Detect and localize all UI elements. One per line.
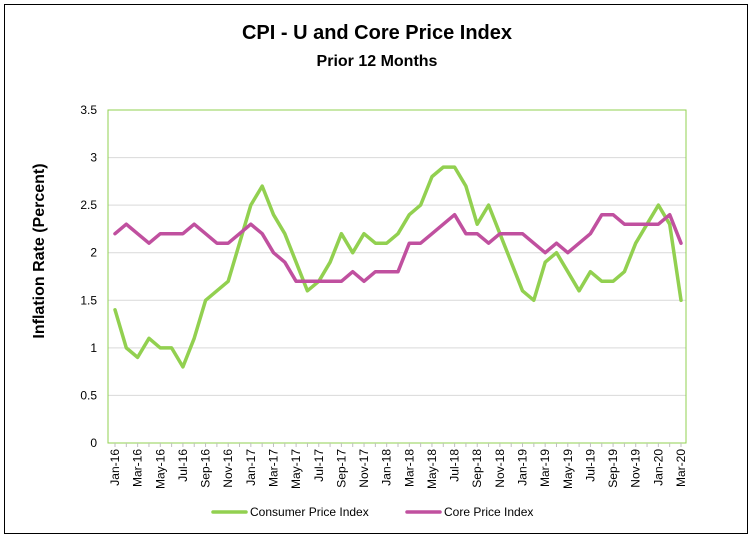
x-tick-label: May-18 bbox=[425, 449, 439, 489]
x-tick-label: Jan-20 bbox=[651, 449, 665, 486]
legend-label-core-price-index: Core Price Index bbox=[444, 505, 533, 519]
x-tick-label: Jul-16 bbox=[176, 449, 190, 482]
chart-title: CPI - U and Core Price Index bbox=[241, 22, 513, 44]
x-tick-label: May-16 bbox=[153, 449, 167, 489]
x-tick-label: Jan-17 bbox=[244, 449, 258, 486]
legend-label-consumer-price-index: Consumer Price Index bbox=[250, 505, 369, 519]
y-tick-label: 0.5 bbox=[80, 388, 97, 402]
x-tick-label: Mar-16 bbox=[131, 449, 145, 487]
x-tick-label: Sep-16 bbox=[199, 449, 213, 488]
x-tick-label: Jan-19 bbox=[516, 449, 530, 486]
x-tick-label: Mar-20 bbox=[674, 449, 688, 487]
y-tick-label: 2.5 bbox=[80, 198, 97, 212]
x-tick-label: Sep-18 bbox=[470, 449, 484, 488]
x-tick-label: Sep-17 bbox=[334, 449, 348, 488]
y-tick-label: 3.5 bbox=[80, 103, 97, 117]
y-axis-ticks: 0 0.5 1 1.5 2 2.5 3 3.5 bbox=[80, 103, 97, 450]
grid-layer bbox=[107, 109, 687, 444]
x-tick-label: Jul-17 bbox=[312, 449, 326, 482]
series-layer bbox=[113, 165, 683, 369]
x-tick-label: Jan-18 bbox=[380, 449, 394, 486]
y-tick-label: 1 bbox=[90, 341, 97, 355]
x-tick-label: Nov-16 bbox=[221, 449, 235, 488]
x-tick-label: Mar-19 bbox=[538, 449, 552, 487]
x-tick-label: May-17 bbox=[289, 449, 303, 489]
x-tick-label: Jan-16 bbox=[108, 449, 122, 486]
x-tick-label: Nov-19 bbox=[629, 449, 643, 488]
plot-area-border bbox=[107, 109, 687, 444]
x-tick-label: Sep-19 bbox=[606, 449, 620, 488]
legend: Consumer Price Index Core Price Index bbox=[211, 505, 533, 519]
y-tick-label: 1.5 bbox=[80, 293, 97, 307]
series-line-core-price-index bbox=[113, 212, 683, 284]
y-axis-label: Inflation Rate (Percent) bbox=[31, 163, 48, 338]
x-tick-label: Jul-19 bbox=[583, 449, 597, 482]
y-tick-label: 3 bbox=[90, 151, 97, 165]
y-tick-label: 2 bbox=[90, 246, 97, 260]
x-tick-label: Mar-18 bbox=[402, 449, 416, 487]
x-axis-ticks: Jan-16 Mar-16 May-16 Jul-16 Sep-16 Nov-16 Jan-… bbox=[108, 443, 688, 489]
x-tick-label: Jul-18 bbox=[448, 449, 462, 482]
x-tick-label: Nov-18 bbox=[493, 449, 507, 488]
x-tick-label: Mar-17 bbox=[266, 449, 280, 487]
series-line-consumer-price-index bbox=[113, 165, 683, 369]
x-tick-label: Nov-17 bbox=[357, 449, 371, 488]
y-tick-label: 0 bbox=[90, 436, 97, 450]
x-tick-label: May-19 bbox=[561, 449, 575, 489]
chart-subtitle: Prior 12 Months bbox=[316, 53, 438, 70]
